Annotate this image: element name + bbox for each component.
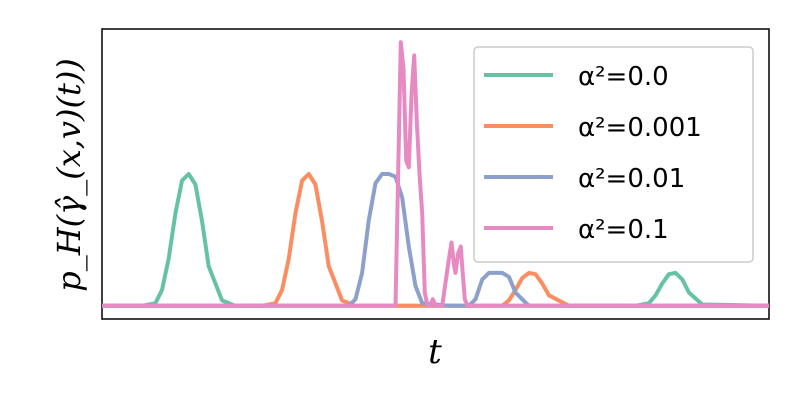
- series-line-0: [102, 172, 770, 308]
- legend-label-3: α²=0.1: [578, 215, 669, 245]
- series-line-2: [102, 172, 769, 308]
- x-axis-label: t: [428, 332, 442, 372]
- legend: α²=0.0 α²=0.001 α²=0.01 α²=0.1: [473, 46, 754, 263]
- series-line-3: [102, 40, 769, 308]
- legend-label-2: α²=0.01: [578, 164, 685, 194]
- legend-box: [473, 46, 754, 263]
- legend-items: α²=0.0 α²=0.001 α²=0.01 α²=0.1: [484, 62, 702, 245]
- series-layer: [102, 40, 770, 308]
- legend-label-0: α²=0.0: [578, 62, 669, 92]
- y-axis-label: p_H(γ̂_(x,v)(t)): [50, 58, 88, 292]
- legend-label-1: α²=0.001: [578, 113, 702, 143]
